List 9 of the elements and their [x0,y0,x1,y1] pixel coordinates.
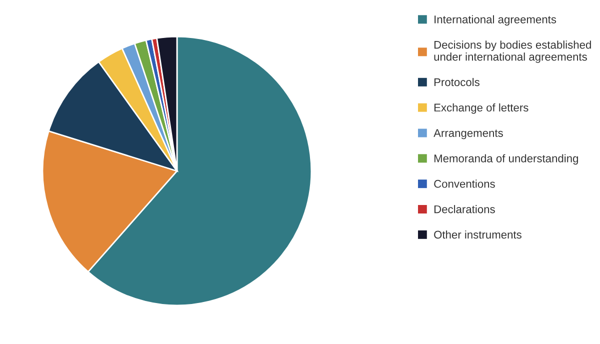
legend-label: Declarations [434,205,495,214]
legend-label: Decisions by bodies established under international agreements [434,40,591,63]
legend-label: Arrangements [434,129,503,140]
legend-label: International agreements [434,15,556,26]
legend-label: Protocols [434,78,480,86]
legend-label: Memoranda of understanding [434,154,578,165]
legend-label: Other instruments [434,230,522,239]
legend-label: Conventions [434,180,495,188]
legend-label: Exchange of letters [434,103,528,114]
